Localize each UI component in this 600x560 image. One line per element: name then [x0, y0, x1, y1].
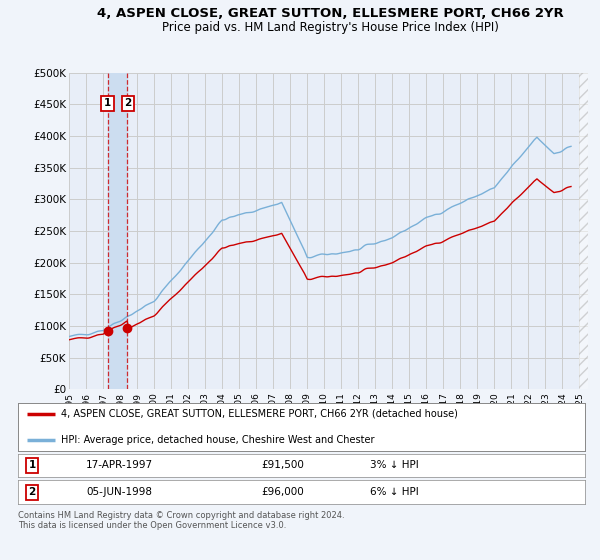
- Text: Contains HM Land Registry data © Crown copyright and database right 2024.
This d: Contains HM Land Registry data © Crown c…: [18, 511, 344, 530]
- Text: 1: 1: [104, 98, 111, 108]
- Text: 1: 1: [29, 460, 36, 470]
- Text: HPI: Average price, detached house, Cheshire West and Chester: HPI: Average price, detached house, Ches…: [61, 435, 374, 445]
- Text: 17-APR-1997: 17-APR-1997: [86, 460, 153, 470]
- Text: Price paid vs. HM Land Registry's House Price Index (HPI): Price paid vs. HM Land Registry's House …: [161, 21, 499, 34]
- Text: £91,500: £91,500: [262, 460, 305, 470]
- Text: 2: 2: [29, 487, 36, 497]
- Text: £96,000: £96,000: [262, 487, 305, 497]
- Text: 3% ↓ HPI: 3% ↓ HPI: [370, 460, 418, 470]
- Text: 4, ASPEN CLOSE, GREAT SUTTON, ELLESMERE PORT, CH66 2YR: 4, ASPEN CLOSE, GREAT SUTTON, ELLESMERE …: [97, 7, 563, 20]
- Text: 4, ASPEN CLOSE, GREAT SUTTON, ELLESMERE PORT, CH66 2YR (detached house): 4, ASPEN CLOSE, GREAT SUTTON, ELLESMERE …: [61, 409, 457, 419]
- Text: 05-JUN-1998: 05-JUN-1998: [86, 487, 152, 497]
- Bar: [108, 73, 127, 389]
- Text: 2: 2: [124, 98, 131, 108]
- Text: 6% ↓ HPI: 6% ↓ HPI: [370, 487, 418, 497]
